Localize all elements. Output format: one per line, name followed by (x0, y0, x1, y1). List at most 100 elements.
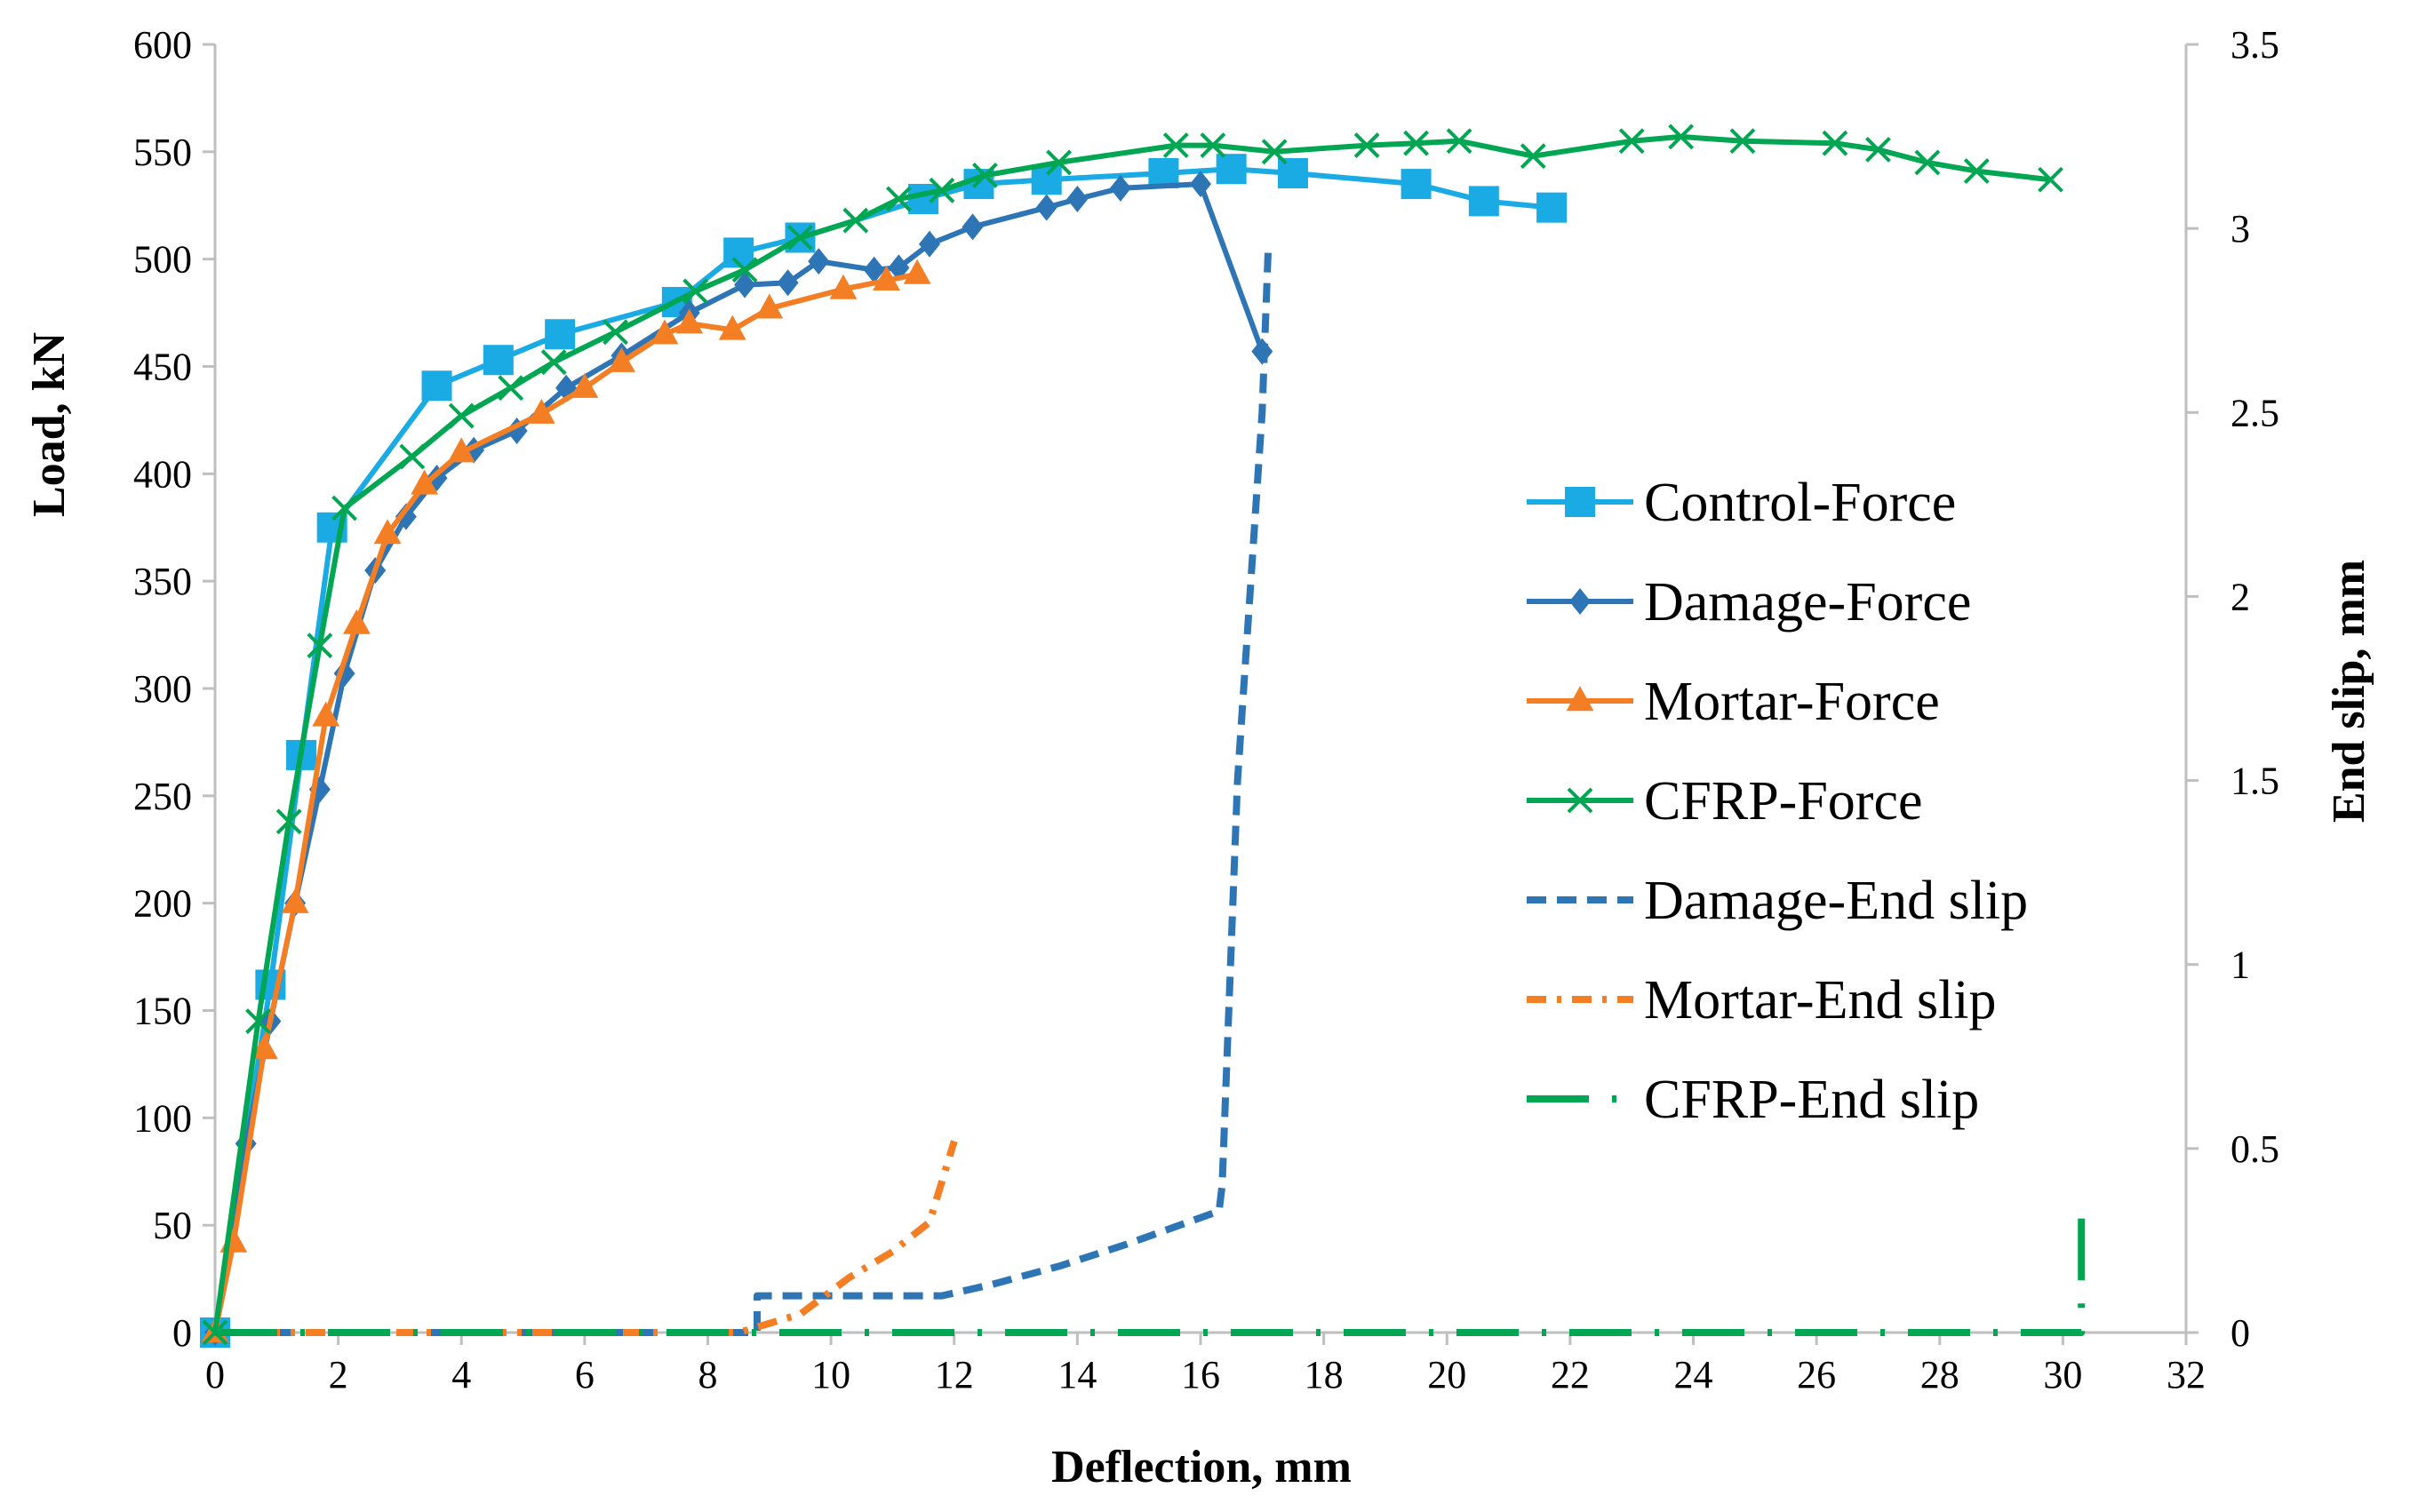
x-tick-label: 12 (935, 1353, 974, 1397)
data-point (842, 207, 869, 234)
data-point-stroke (399, 443, 426, 470)
x-tick-label: 2 (329, 1353, 348, 1397)
data-point (808, 248, 830, 275)
y2-tick-label: 1.5 (2230, 760, 2279, 803)
data-point (734, 271, 756, 298)
data-point (498, 375, 524, 402)
x-tick-label: 14 (1057, 1353, 1097, 1397)
data-point (1536, 192, 1568, 223)
legend-label: Mortar-Force (1644, 672, 1940, 732)
y-tick-label: 350 (133, 560, 192, 603)
series-line (215, 246, 1273, 1336)
data-point-stroke (1446, 128, 1472, 155)
data-point-stroke (1822, 130, 1848, 156)
data-point (1729, 128, 1756, 155)
data-point-stroke (842, 207, 869, 234)
data-point (1569, 588, 1591, 615)
y-tick-label: 200 (133, 882, 192, 926)
data-point (1865, 137, 1891, 163)
data-point (675, 308, 704, 334)
data-point-stroke (1353, 132, 1380, 158)
data-point (1353, 132, 1380, 158)
series-line (212, 166, 1552, 1333)
data-point (1046, 149, 1072, 176)
data-point (1261, 139, 1288, 165)
data-point (447, 437, 475, 463)
data-point (307, 633, 333, 659)
y-tick-label: 600 (133, 23, 192, 67)
y2-tick-label: 3 (2230, 207, 2250, 251)
series-control-force (200, 154, 1568, 1348)
x-tick-label: 24 (1674, 1353, 1713, 1397)
data-point (1066, 186, 1089, 212)
legend-item: Damage-End slip (1527, 871, 2028, 931)
data-point (873, 266, 900, 291)
data-point (971, 163, 998, 188)
series-layer (200, 123, 2086, 1348)
data-point-stroke (1567, 787, 1593, 814)
data-point-stroke (682, 278, 709, 305)
data-point (411, 469, 439, 495)
data-point-stroke (971, 163, 998, 188)
data-point (281, 887, 309, 913)
legend-item: Mortar-End slip (1527, 970, 1997, 1031)
legend-label: CFRP-End slip (1644, 1070, 1979, 1130)
x-tick-label: 10 (811, 1353, 850, 1397)
data-point (731, 257, 758, 283)
data-point-stroke (929, 177, 955, 203)
y-axis-title: Load, kN (24, 332, 75, 517)
series-cfrp-end-slip (215, 1218, 2086, 1336)
series-line (212, 181, 1265, 1333)
y-tick-label: 150 (133, 990, 192, 1033)
x-tick-label: 30 (2043, 1353, 2082, 1397)
data-point (1401, 169, 1432, 200)
data-point-stroke (1914, 149, 1941, 176)
data-point (1035, 194, 1057, 221)
legend-label: Mortar-End slip (1644, 970, 1997, 1031)
data-point (571, 372, 599, 398)
data-point-stroke (2038, 166, 2063, 193)
data-point (448, 402, 475, 429)
data-point-stroke (1162, 132, 1189, 158)
data-point (1822, 130, 1848, 156)
data-point (1403, 130, 1430, 156)
data-point (1520, 143, 1546, 170)
data-point (1190, 171, 1211, 198)
x-tick-label: 18 (1305, 1353, 1344, 1397)
data-point (919, 230, 941, 258)
y2-axis-title: End slip, mm (2324, 560, 2374, 823)
x-tick-label: 16 (1181, 1353, 1220, 1397)
data-point (929, 177, 955, 203)
y-tick-label: 50 (153, 1204, 192, 1247)
data-point-stroke (1403, 130, 1430, 156)
data-point (1216, 154, 1247, 185)
data-point (885, 186, 912, 212)
legend-item: CFRP-Force (1527, 771, 1922, 832)
legend-item: Mortar-Force (1527, 672, 1940, 732)
legend-label: Control-Force (1644, 473, 1956, 533)
x-tick-label: 28 (1920, 1353, 1959, 1397)
data-point-stroke (1200, 132, 1226, 158)
data-point (1109, 174, 1131, 202)
data-point (219, 1227, 248, 1253)
data-point (787, 225, 813, 251)
data-point-stroke (1261, 139, 1288, 165)
series-mortar-end-slip (215, 1140, 958, 1336)
legend-label: Damage-End slip (1644, 871, 2028, 931)
data-point-stroke (1963, 158, 1990, 184)
data-point (343, 609, 371, 634)
series-line (212, 133, 2051, 1333)
y-tick-label: 0 (172, 1311, 192, 1355)
y-tick-label: 300 (133, 667, 192, 711)
data-point (421, 370, 452, 402)
series-line (215, 1140, 958, 1336)
legend-item: Control-Force (1527, 473, 1956, 533)
data-point (650, 319, 679, 345)
data-point-stroke (787, 225, 813, 251)
data-point (1914, 149, 1941, 176)
data-point (829, 274, 858, 299)
data-point (545, 319, 576, 350)
series-line (212, 271, 918, 1333)
data-point (608, 346, 635, 372)
